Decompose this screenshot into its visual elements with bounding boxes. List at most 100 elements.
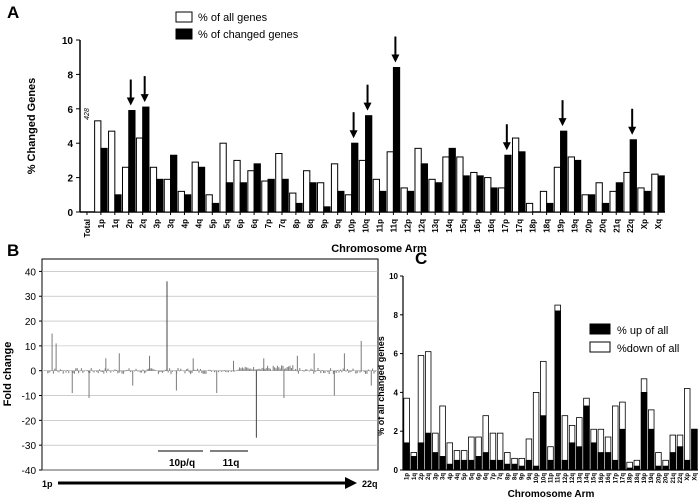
bar-up-3q: [439, 456, 446, 471]
bar-total-10p: [532, 391, 540, 471]
panel-b-frame: [41, 258, 379, 471]
bar-all-22q: [623, 171, 631, 213]
bar-all-19q: [567, 156, 575, 213]
bar-changed-7p: [267, 178, 275, 213]
panel-c-label: C: [415, 249, 427, 268]
bar-changed-6q: [253, 163, 261, 213]
bar-up-4p: [446, 463, 453, 471]
bar-changed-1p: [100, 147, 108, 213]
panel-c-y-tick-label: 6: [394, 350, 399, 359]
bar-all-3p: [149, 166, 158, 213]
region-11q-label: 11q: [223, 458, 240, 469]
c-x-tick-label-4p: 4p: [448, 473, 454, 480]
panel-c-y-tick-label: 2: [394, 427, 399, 436]
bar-all-5p: [205, 194, 213, 213]
bar-up-10q: [540, 415, 547, 471]
bar-changed-22q: [629, 139, 637, 213]
bar-up-xq: [691, 428, 698, 471]
panel-b-y-tick-label: 30: [25, 292, 37, 303]
bar-all-16p: [470, 171, 478, 213]
panel-b-y-tick-label: 10: [25, 342, 37, 353]
bar-up-8q: [511, 463, 518, 471]
x-tick-label-xp: Xp: [640, 219, 649, 229]
c-x-tick-label-20q: 20q: [664, 473, 670, 484]
panel-c-y-tick-label: 0: [394, 466, 399, 475]
c-x-tick-label-12p: 12p: [563, 473, 569, 484]
panel-a-ylabel: % Changed Genes: [26, 78, 38, 175]
x-tick-label-17p: 17p: [501, 219, 510, 233]
panel-a-y-tick-label: 4: [67, 139, 73, 150]
bar-all-13q: [428, 178, 436, 213]
x-tick-label-11q: 11q: [389, 219, 398, 232]
bar-up-12p: [561, 459, 569, 471]
panel-a: A % Changed Genes Chromosome Arm 428 % o…: [7, 3, 665, 255]
c-x-tick-label-1p: 1p: [405, 473, 411, 480]
bar-up-17q: [619, 428, 626, 471]
bar-up-9q: [525, 459, 533, 471]
x-tick-label-11p: 11p: [375, 219, 384, 232]
c-x-tick-label-20p: 20p: [656, 473, 662, 484]
x-tick-label-17q: 17q: [515, 219, 524, 233]
bar-all-xp: [637, 187, 645, 213]
c-x-tick-label-6q: 6q: [484, 473, 490, 480]
bar-up-11q: [554, 310, 561, 471]
bar-all-20p: [581, 194, 589, 213]
bar-all-9p: [316, 182, 325, 213]
c-x-tick-label-6p: 6p: [477, 473, 483, 480]
bar-all-7q: [275, 153, 283, 213]
x-tick-label-18q: 18q: [543, 219, 552, 233]
x-tick-label-19p: 19p: [557, 219, 566, 233]
bar-all-14q: [442, 156, 450, 213]
panel-c-y-tick-label: 10: [389, 272, 398, 281]
bar-up-21q: [669, 452, 677, 471]
panel-c: C % of all changed genes Chromosome Arm …: [376, 249, 698, 500]
c-x-tick-label-21q: 21q: [671, 473, 677, 484]
bar-up-1p: [403, 442, 410, 471]
bar-up-16p: [597, 452, 605, 471]
x-tick-label-18p: 18p: [529, 219, 538, 233]
bar-all-20q: [595, 182, 603, 213]
c-x-tick-label-17p: 17p: [613, 473, 619, 484]
legend-down-swatch: [589, 341, 611, 353]
c-x-tick-label-1q: 1q: [412, 473, 418, 480]
x-tick-label-6p: 6p: [236, 219, 245, 228]
panel-b-regions: 10p/q 11q: [158, 450, 248, 469]
bar-up-2q: [424, 432, 432, 471]
bar-up-5q: [468, 459, 475, 471]
bar-up-18q: [633, 465, 641, 471]
x-tick-label-13q: 13q: [431, 219, 440, 233]
c-x-tick-label-22q: 22q: [678, 473, 684, 484]
x-tick-label-6q: 6q: [250, 219, 259, 228]
bar-changed-12q: [420, 163, 429, 213]
x-tick-label-15q: 15q: [459, 219, 468, 233]
bar-all-xq: [651, 173, 659, 213]
bar-up-20p: [655, 465, 662, 471]
bar-changed-11q: [392, 67, 401, 213]
x-tick-label-14q: 14q: [445, 219, 454, 233]
panel-a-y-tick-label: 10: [62, 36, 74, 47]
x-tick-label-5q: 5q: [222, 219, 231, 228]
panel-a-axes: 0 2 4 6 8 10 Total 1p 1q 2p 2q 3p 3q 4p 4q 5p 5q 6p 6q 7p 7q…: [62, 36, 665, 238]
arrow-head-22q: [628, 126, 637, 135]
bar-all-18p: [525, 202, 534, 213]
bar-changed-xp: [643, 190, 651, 213]
c-x-tick-label-14q: 14q: [584, 473, 590, 484]
c-x-tick-label-8p: 8p: [505, 473, 511, 480]
bar-up-3p: [432, 452, 439, 471]
bar-up-20q: [662, 465, 669, 471]
x-tick-label-8q: 8q: [306, 219, 315, 228]
c-x-tick-label-18p: 18p: [628, 473, 634, 484]
bar-changed-1q: [114, 194, 122, 213]
panel-a-xlabel: Chromosome Arm: [331, 243, 427, 255]
arrow-head-2q: [140, 94, 149, 103]
c-x-tick-label-xq: Xq: [692, 473, 698, 481]
bar-changed-20p: [587, 194, 596, 213]
c-x-tick-label-18q: 18q: [635, 473, 641, 484]
bar-all-17p: [498, 187, 506, 213]
c-x-tick-label-19q: 19q: [649, 473, 655, 484]
bar-up-7q: [496, 459, 504, 471]
bar-all-9q: [330, 163, 339, 213]
genome-arrow-head: [345, 477, 357, 489]
bar-all-5q: [219, 142, 227, 213]
bar-changed-2p: [128, 110, 136, 213]
